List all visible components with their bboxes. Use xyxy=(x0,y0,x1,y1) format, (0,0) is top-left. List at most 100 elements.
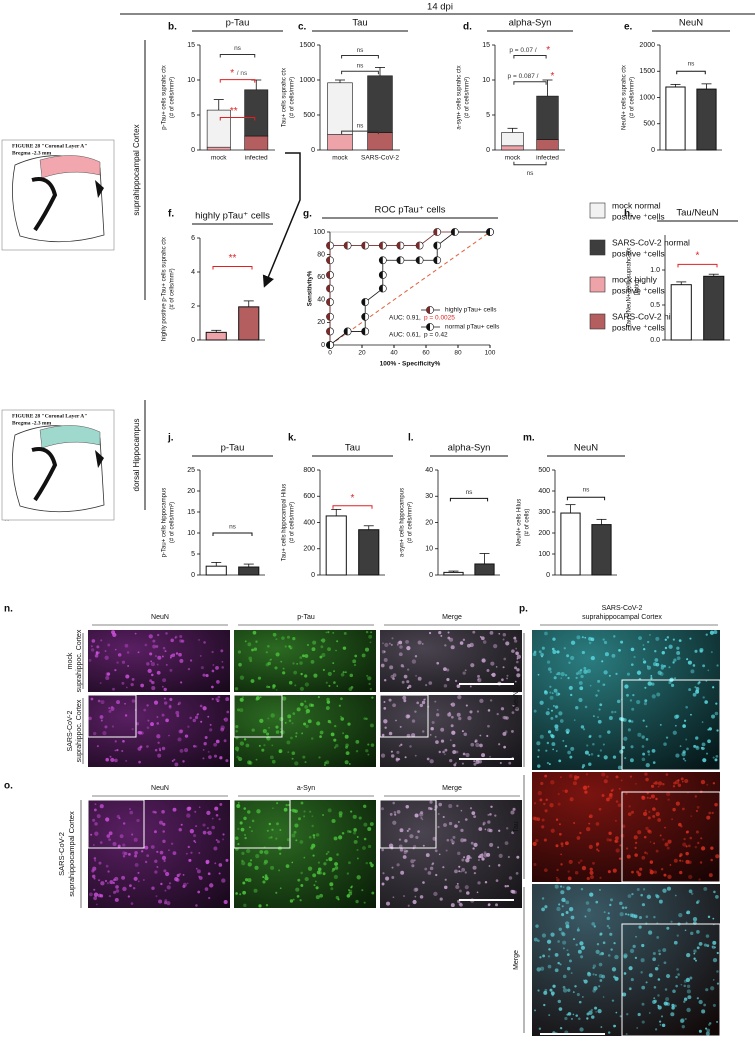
cell xyxy=(534,1009,536,1012)
cell xyxy=(365,717,368,721)
cell xyxy=(164,650,167,653)
cell xyxy=(89,892,93,897)
cell xyxy=(404,839,408,843)
bar xyxy=(205,331,227,341)
cell xyxy=(290,647,292,650)
cell xyxy=(636,888,640,891)
cell xyxy=(632,944,636,949)
cell xyxy=(676,968,679,971)
cell xyxy=(644,686,647,689)
cell xyxy=(653,842,656,845)
cell xyxy=(287,804,290,807)
legend-marker-half xyxy=(426,323,430,331)
cell xyxy=(436,661,440,665)
cell xyxy=(105,757,110,762)
cell xyxy=(634,841,638,845)
cell xyxy=(688,889,693,894)
cell xyxy=(96,745,99,748)
cell xyxy=(592,964,597,968)
legend-label: mock highly xyxy=(612,274,658,284)
cell xyxy=(545,798,548,801)
y-tick-label: 2 xyxy=(191,303,195,310)
cell xyxy=(497,846,500,849)
cell xyxy=(505,641,510,646)
cell xyxy=(195,825,198,828)
cell xyxy=(304,674,308,678)
cell xyxy=(685,859,690,864)
cell xyxy=(716,729,719,732)
cell xyxy=(341,832,345,835)
cell xyxy=(452,744,456,748)
cell xyxy=(153,700,159,705)
cell xyxy=(487,813,490,816)
cell xyxy=(673,1004,677,1008)
cell xyxy=(313,884,316,887)
cell xyxy=(371,891,375,895)
cell xyxy=(403,849,407,853)
cell xyxy=(182,873,185,876)
cell xyxy=(460,809,463,812)
cell xyxy=(459,903,463,907)
cell xyxy=(278,869,281,872)
cell xyxy=(495,879,499,882)
cell xyxy=(708,727,712,731)
cell xyxy=(600,1026,603,1028)
cell xyxy=(106,882,109,885)
cell xyxy=(392,677,395,680)
cell xyxy=(566,731,569,734)
cell xyxy=(550,716,554,720)
cell xyxy=(413,859,416,862)
cell xyxy=(241,851,245,855)
micrograph xyxy=(88,630,230,692)
cell xyxy=(355,899,359,904)
cell xyxy=(279,728,282,731)
cell xyxy=(266,829,269,832)
cell xyxy=(168,882,172,885)
cell xyxy=(574,871,579,875)
cell xyxy=(579,1027,584,1032)
cell xyxy=(555,876,558,879)
cell xyxy=(161,855,167,861)
cell xyxy=(285,803,288,807)
cell xyxy=(292,662,295,665)
annotation: ns xyxy=(234,45,242,52)
cell xyxy=(515,707,520,712)
cell xyxy=(463,856,466,859)
cell xyxy=(202,673,206,677)
cell xyxy=(610,789,613,792)
cell xyxy=(708,873,713,878)
roc-point-half xyxy=(379,271,383,279)
cell xyxy=(554,727,559,732)
cell xyxy=(614,1025,617,1028)
cell xyxy=(537,673,540,676)
cell xyxy=(110,757,115,763)
cell xyxy=(166,901,171,906)
cell xyxy=(384,726,387,729)
cell xyxy=(267,644,270,648)
region-label: dorsal Hippocampus xyxy=(132,419,141,492)
cell xyxy=(663,873,667,877)
column-label: NeuN xyxy=(151,785,169,792)
y-tick-label: 30 xyxy=(425,493,433,500)
cell xyxy=(597,754,600,758)
cell xyxy=(320,639,323,642)
cell xyxy=(472,847,475,850)
cell xyxy=(607,870,611,874)
cell xyxy=(695,689,700,694)
cell xyxy=(547,955,551,958)
roc-point-half xyxy=(326,341,330,349)
cell xyxy=(122,843,126,847)
cell xyxy=(608,831,612,835)
cell xyxy=(612,868,617,873)
cell xyxy=(356,836,359,838)
y-tick-label: 0 xyxy=(191,147,195,154)
cell xyxy=(631,870,634,874)
cell xyxy=(193,834,197,838)
cell xyxy=(547,708,550,710)
cell xyxy=(568,886,572,890)
cell xyxy=(707,739,711,744)
cell xyxy=(653,986,657,989)
cell xyxy=(627,812,632,816)
cell xyxy=(189,716,192,720)
cell xyxy=(647,753,651,756)
